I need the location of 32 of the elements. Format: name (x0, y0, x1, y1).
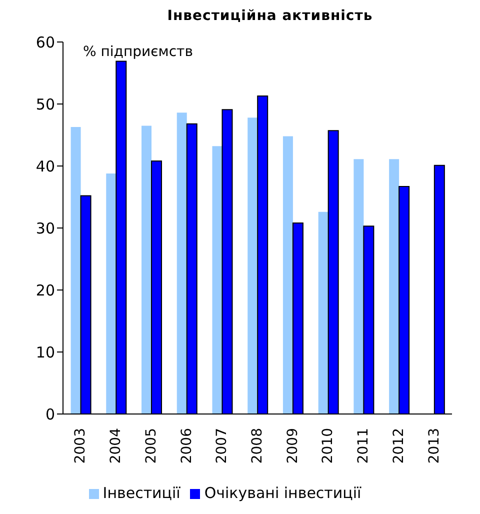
bar (354, 159, 364, 414)
bar (318, 212, 328, 414)
bar (389, 159, 400, 414)
y-tick-label: 0 (45, 405, 55, 424)
bar (142, 126, 152, 414)
x-tick-label: 2005 (143, 428, 160, 464)
x-tick-label: 2006 (178, 428, 195, 464)
y-tick-label: 60 (36, 33, 55, 52)
legend-label: Інвестиції (102, 484, 180, 502)
x-tick-label: 2003 (72, 428, 89, 464)
y-tick-label: 10 (36, 343, 55, 362)
legend-label: Очікувані інвестиції (204, 484, 362, 502)
bar (70, 126, 81, 414)
bar (248, 118, 258, 414)
x-tick-label: 2008 (250, 428, 266, 464)
x-tick-label: 2011 (356, 428, 372, 464)
y-tick-label: 20 (36, 281, 55, 300)
y-tick-label: 30 (36, 219, 55, 238)
x-tick-label: 2010 (320, 428, 336, 464)
x-tick-label: 2007 (214, 428, 230, 464)
bar (212, 146, 222, 414)
bar (176, 112, 187, 414)
y-tick-label: 50 (36, 95, 55, 114)
y-axis-title: % підприємств (83, 44, 193, 60)
x-tick-label: 2009 (284, 428, 301, 464)
x-tick-label: 2012 (390, 428, 407, 464)
x-tick-label: 2013 (426, 428, 442, 464)
bar (106, 173, 116, 414)
chart-title: Інвестиційна активність (166, 8, 374, 26)
y-tick-label: 40 (36, 157, 55, 176)
bar (282, 136, 293, 414)
x-tick-label: 2004 (108, 428, 124, 464)
